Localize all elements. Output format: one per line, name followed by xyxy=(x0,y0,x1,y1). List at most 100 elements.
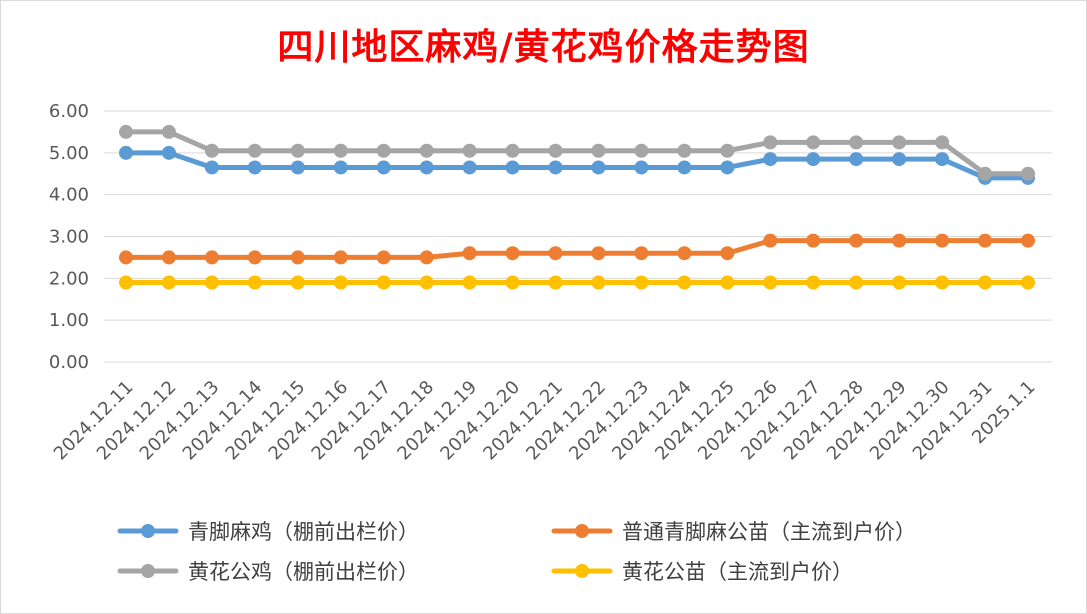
y-tick-label: 2.00 xyxy=(49,268,89,289)
data-point xyxy=(119,145,133,160)
data-point xyxy=(462,160,477,175)
legend-label: 青脚麻鸡（棚前出栏价） xyxy=(188,520,419,544)
data-point xyxy=(290,250,305,265)
data-point xyxy=(763,275,778,290)
series-lines xyxy=(119,124,1035,290)
legend-item: 青脚麻鸡（棚前出栏价） xyxy=(117,520,419,544)
data-point xyxy=(419,143,434,158)
data-point xyxy=(806,135,821,150)
data-point xyxy=(1021,275,1035,290)
data-point xyxy=(677,275,692,290)
data-point xyxy=(119,250,133,265)
data-point xyxy=(720,160,735,175)
data-point xyxy=(548,160,563,175)
series-line xyxy=(123,129,1031,177)
data-point xyxy=(290,143,305,158)
data-point xyxy=(462,143,477,158)
data-point xyxy=(892,152,907,167)
legend-item: 普通青脚麻公苗（主流到户价） xyxy=(551,520,916,544)
data-point xyxy=(548,143,563,158)
data-point xyxy=(849,135,864,150)
data-point xyxy=(247,275,262,290)
data-point xyxy=(376,143,391,158)
data-point xyxy=(376,250,391,265)
data-point xyxy=(247,250,262,265)
data-point xyxy=(591,160,606,175)
data-point xyxy=(892,275,907,290)
data-point xyxy=(806,233,821,248)
series-2 xyxy=(119,124,1035,181)
data-point xyxy=(935,152,950,167)
data-point xyxy=(247,143,262,158)
data-point xyxy=(333,143,348,158)
data-point xyxy=(978,166,993,181)
series-line xyxy=(123,238,1031,260)
legend: 青脚麻鸡（棚前出栏价） 普通青脚麻公苗（主流到户价） 黄花公鸡（棚前出栏价） 黄花公苗… xyxy=(117,520,916,584)
data-point xyxy=(935,135,950,150)
data-point xyxy=(505,246,520,261)
data-point xyxy=(1021,233,1035,248)
data-point xyxy=(677,143,692,158)
data-point xyxy=(591,246,606,261)
data-point xyxy=(505,143,520,158)
data-point xyxy=(204,275,219,290)
y-axis-tick-labels: 0.00 1.00 2.00 3.00 4.00 5.00 6.00 xyxy=(49,101,89,373)
legend-swatch-marker xyxy=(141,564,155,578)
series-1 xyxy=(119,233,1035,265)
series-0 xyxy=(119,145,1035,185)
chart-title: 四川地区麻鸡/黄花鸡价格走势图 xyxy=(277,26,810,68)
data-point xyxy=(376,275,391,290)
legend-label: 普通青脚麻公苗（主流到户价） xyxy=(622,520,916,544)
series-line xyxy=(123,150,1031,181)
data-point xyxy=(419,275,434,290)
legend-item: 黄花公鸡（棚前出栏价） xyxy=(117,560,419,584)
data-point xyxy=(462,275,477,290)
y-tick-label: 4.00 xyxy=(49,185,89,206)
x-axis-tick-labels: 2024.12.112024.12.122024.12.132024.12.14… xyxy=(50,377,1040,465)
data-point xyxy=(763,233,778,248)
data-point xyxy=(849,152,864,167)
data-point xyxy=(333,275,348,290)
data-point xyxy=(119,275,133,290)
y-tick-label: 0.00 xyxy=(49,352,89,373)
data-point xyxy=(591,143,606,158)
data-point xyxy=(548,275,563,290)
data-point xyxy=(677,246,692,261)
data-point xyxy=(978,233,993,248)
data-point xyxy=(849,233,864,248)
data-point xyxy=(333,160,348,175)
data-point xyxy=(161,145,176,160)
data-point xyxy=(720,275,735,290)
legend-swatch-marker xyxy=(575,564,589,578)
data-point xyxy=(677,160,692,175)
data-point xyxy=(419,160,434,175)
data-point xyxy=(204,160,219,175)
data-point xyxy=(720,246,735,261)
data-point xyxy=(161,250,176,265)
data-point xyxy=(247,160,262,175)
data-point xyxy=(462,246,477,261)
data-point xyxy=(333,250,348,265)
data-point xyxy=(505,275,520,290)
data-point xyxy=(935,275,950,290)
legend-swatch-marker xyxy=(141,524,155,538)
data-point xyxy=(376,160,391,175)
data-point xyxy=(806,275,821,290)
data-point xyxy=(806,152,821,167)
data-point xyxy=(849,275,864,290)
data-point xyxy=(161,275,176,290)
data-point xyxy=(1021,166,1035,181)
data-point xyxy=(290,160,305,175)
y-tick-label: 5.00 xyxy=(49,143,89,164)
data-point xyxy=(763,135,778,150)
data-point xyxy=(892,135,907,150)
data-point xyxy=(119,124,133,139)
series-3 xyxy=(119,275,1035,290)
data-point xyxy=(634,275,649,290)
data-point xyxy=(935,233,950,248)
legend-label: 黄花公苗（主流到户价） xyxy=(622,560,853,584)
data-point xyxy=(892,233,907,248)
data-point xyxy=(763,152,778,167)
